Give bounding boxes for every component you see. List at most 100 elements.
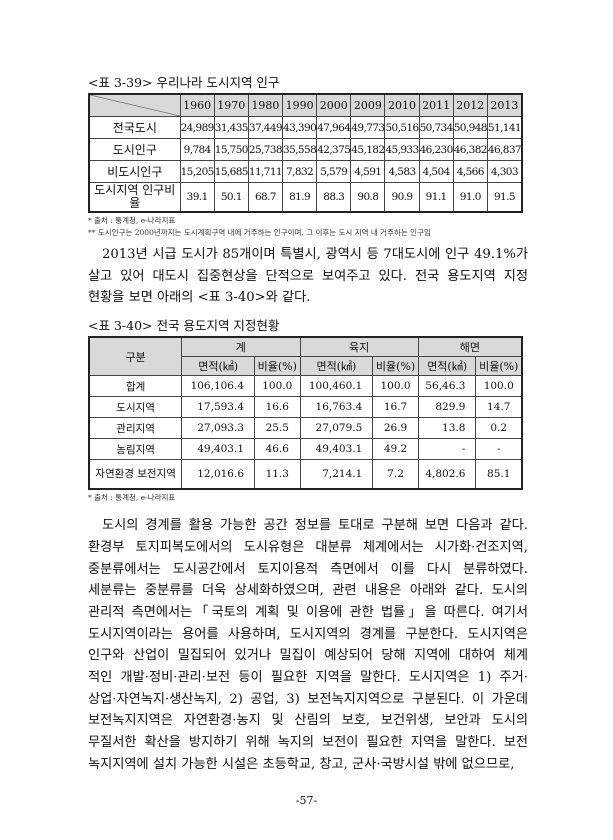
table-row: 전국도시 24,989 31,435 37,449 43,390 47,964 49,773… [88, 116, 523, 139]
data-cell: 43,390 [282, 116, 318, 139]
data-cell: 35,558 [282, 138, 318, 161]
land-use-zone-table: 구분 계 육지 해면 면적(㎢) 비율(%) 면적(㎢) 비율(%) 면적(㎢) 비율(%) 합계 1… [88, 336, 523, 491]
data-cell: 91.0 [452, 182, 488, 213]
row-label: 도시지역 인구비율 [88, 182, 181, 213]
data-cell: 81.9 [282, 182, 318, 213]
text-line: 중분류에서는 도시공간에서 토지이용적 측면에서 이를 다시 분류하였다. [88, 561, 528, 577]
data-cell: 68.7 [247, 182, 284, 213]
data-cell: 27,093.3 [181, 417, 256, 440]
subheader: 면적(㎢) [417, 356, 477, 377]
data-cell: 25.5 [254, 417, 301, 440]
table1-caption: <표 3-39> 우리나라 도시지역 인구 [88, 75, 280, 90]
text-line: 보전녹지지역은 자연환경·농지 및 산림의 보호, 보건위생, 보안과 도시의 [88, 713, 528, 729]
row-label: 도시인구 [88, 138, 181, 161]
data-cell: 47,964 [316, 116, 352, 139]
subheader: 면적(㎢) [181, 356, 256, 377]
text-line: 상업·자연녹지·생산녹지, 2) 공업, 3) 보전녹지지역으로 구분된다. 이… [88, 691, 528, 707]
row-label: 합계 [88, 375, 183, 398]
text-line: 도시의 경계를 활용 가능한 공간 정보를 토대로 구분해 보면 다음과 같다. [102, 518, 528, 534]
row-label: 도시지역 [88, 396, 183, 419]
year-header: 2013 [486, 93, 523, 117]
text-line: 2013년 시급 도시가 85개이며 특별시, 광역시 등 7대도시에 인구 4… [102, 247, 528, 262]
urban-population-table: 1960 1970 1980 1990 2000 2009 2010 2011 2012 2013… [88, 93, 523, 213]
data-cell: 26.9 [372, 417, 419, 440]
data-cell: 91.5 [486, 182, 523, 213]
data-cell: 46,230 [418, 138, 454, 161]
data-cell: 16.6 [254, 396, 301, 419]
data-cell: 4,303 [486, 160, 523, 183]
row-label: 비도시인구 [88, 160, 181, 183]
year-header: 1990 [282, 93, 318, 117]
row-label: 자연환경 보전지역 [88, 459, 183, 490]
data-cell: 49,773 [350, 116, 386, 139]
data-cell: 7,832 [282, 160, 318, 183]
text-line: 녹지지역에 설치 가능한 시설은 초등학교, 창고, 군사·국방시설 밖에 없으… [88, 756, 515, 772]
data-cell: 16.7 [372, 396, 419, 419]
data-cell: 90.8 [350, 182, 386, 213]
year-header: 1960 [179, 93, 215, 117]
corner-header: 구분 [88, 336, 183, 377]
data-cell: - [417, 438, 477, 461]
data-cell: 88.3 [316, 182, 352, 213]
year-header: 2011 [418, 93, 454, 117]
data-cell: 100.0 [475, 375, 523, 398]
data-cell: 46,382 [452, 138, 488, 161]
group-header: 해면 [417, 336, 523, 358]
table-row: 관리지역 27,093.3 25.5 27,079.5 26.9 13.8 0.2 [88, 417, 523, 440]
data-cell: 11.3 [254, 459, 301, 490]
group-header: 계 [181, 336, 301, 358]
data-cell: 49,403.1 [181, 438, 256, 461]
table-row: 비도시인구 15,205 15,685 11,711 7,832 5,579 4,591 4,… [88, 160, 523, 183]
text-line: 환경부 토지피복도에서의 도시유형은 대분류 체계에서는 시가화·건조지역, [88, 539, 528, 555]
data-cell: 15,685 [213, 160, 249, 183]
data-cell: 16,763.4 [299, 396, 374, 419]
data-cell: 100.0 [372, 375, 419, 398]
data-cell: 46,837 [486, 138, 523, 161]
data-cell: 45,933 [384, 138, 420, 161]
data-cell: 46.6 [254, 438, 301, 461]
data-cell: 7,214.1 [299, 459, 374, 490]
data-cell: 91.1 [418, 182, 454, 213]
corner-cell [88, 93, 181, 117]
data-cell: 31,435 [213, 116, 249, 139]
page-content: <표 3-39> 우리나라 도시지역 인구 1960 1970 1980 1990 20… [88, 74, 528, 808]
data-cell: 51,141 [486, 116, 523, 139]
table2-source-note: * 출처 : 통계청, e-나라지표 [88, 493, 176, 503]
data-cell: 9,784 [179, 138, 215, 161]
text-line: 무질서한 확산을 방지하기 위해 녹지의 보전이 필요한 지역을 말한다. 보전 [88, 735, 528, 751]
data-cell: 829.9 [417, 396, 477, 419]
year-header: 2012 [452, 93, 488, 117]
data-cell: 27,079.5 [299, 417, 374, 440]
subheader: 비율(%) [372, 356, 419, 377]
data-cell: 17,593.4 [181, 396, 256, 419]
table1-source-note: * 출처 : 통계청, e-나라지표 [88, 216, 176, 225]
data-cell: 37,449 [247, 116, 284, 139]
page-number: -57- [295, 793, 318, 807]
row-label: 관리지역 [88, 417, 183, 440]
paragraph-1: 2013년 시급 도시가 85개이며 특별시, 광역시 등 7대도시에 인구 4… [88, 244, 528, 309]
data-cell: 39.1 [179, 182, 215, 213]
year-header: 2010 [384, 93, 420, 117]
group-header: 육지 [299, 336, 419, 358]
data-cell: 14.7 [475, 396, 523, 419]
table1-footnote: ** 도시인구는 2000년까지는 도시계획구역 내에 거주하는 인구이며, 그… [88, 228, 431, 237]
data-cell: 50,948 [452, 116, 488, 139]
text-line: 현황을 보면 아래의 <표 3-40>와 같다. [88, 290, 311, 306]
data-cell: 106,106.4 [181, 375, 256, 398]
data-cell: 4,591 [350, 160, 386, 183]
data-cell: 90.9 [384, 182, 420, 213]
data-cell: 85.1 [475, 459, 523, 490]
data-cell: 56,46.3 [417, 375, 477, 398]
data-cell: 50,734 [418, 116, 454, 139]
data-cell: 5,579 [316, 160, 352, 183]
data-cell: 15,750 [213, 138, 249, 161]
data-cell: 49,403.1 [299, 438, 374, 461]
data-cell: 100.0 [254, 375, 301, 398]
row-label: 농림지역 [88, 438, 183, 461]
year-header: 2009 [350, 93, 386, 117]
data-cell: 4,504 [418, 160, 454, 183]
group-header-row: 구분 계 육지 해면 [88, 336, 523, 377]
data-cell: 45,182 [350, 138, 386, 161]
data-cell: - [475, 438, 523, 461]
table2-caption: <표 3-40> 전국 용도지역 지정현황 [88, 318, 280, 334]
